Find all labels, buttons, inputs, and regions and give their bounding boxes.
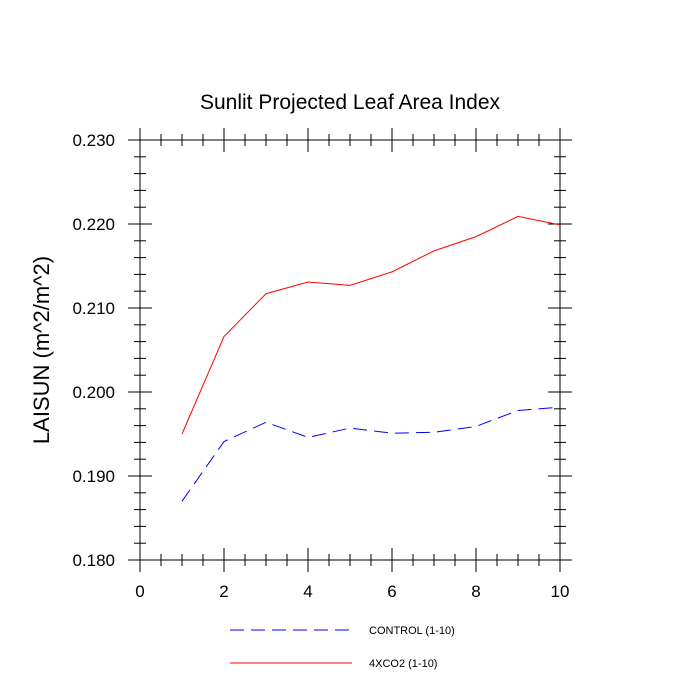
y-tick-label: 0.230: [72, 131, 115, 150]
y-tick-label: 0.210: [72, 299, 115, 318]
x-tick-label: 10: [551, 582, 570, 601]
x-tick-label: 8: [471, 582, 480, 601]
x-tick-label: 0: [135, 582, 144, 601]
x-tick-label: 2: [219, 582, 228, 601]
y-tick-label: 0.220: [72, 215, 115, 234]
tick-labels: 0 2 4 6 8 10 0.180 0.190 0.200 0.210 0.220 0.230: [72, 131, 569, 601]
plot-frame: [139, 139, 561, 561]
chart-title: Sunlit Projected Leaf Area Index: [200, 91, 501, 114]
series-lines: [181, 215, 561, 502]
x-tick-label: 6: [387, 582, 396, 601]
y-tick-label: 0.190: [72, 467, 115, 486]
y-tick-label: 0.200: [72, 383, 115, 402]
legend-label-control: CONTROL (1-10): [369, 625, 455, 637]
axis-ticks: [128, 128, 572, 572]
legend: CONTROL (1-10) 4XCO2 (1-10): [230, 625, 455, 670]
series-line-4xco2: [181, 215, 561, 435]
y-axis-label: LAISUN (m^2/m^2): [29, 256, 54, 444]
y-tick-label: 0.180: [72, 551, 115, 570]
legend-label-4xco2: 4XCO2 (1-10): [369, 658, 437, 670]
series-line-control: [181, 406, 561, 502]
x-tick-label: 4: [303, 582, 312, 601]
